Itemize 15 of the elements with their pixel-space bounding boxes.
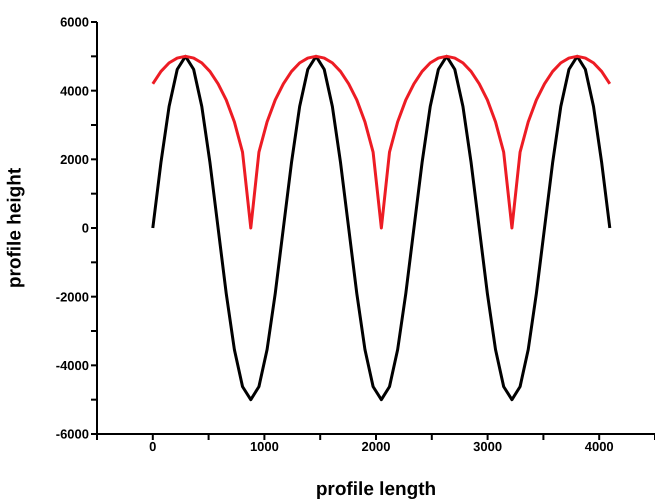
x-tick-label: 4000 [584,439,614,454]
y-tick-label: 6000 [60,14,89,30]
y-tick-label: 4000 [60,83,89,98]
y-axis-title: profile height [4,167,26,288]
y-tick-label: -2000 [56,289,89,304]
y-tick-label: -4000 [56,358,89,373]
x-tick-label: 3000 [473,439,502,454]
line-series [151,54,612,230]
y-tick-label: -6000 [56,426,89,442]
x-tick-label: 1000 [250,439,279,454]
y-tick-label: 2000 [60,152,89,167]
x-tick-label: 2000 [362,439,390,454]
x-tick-label: 0 [149,439,156,454]
y-tick-label: 0 [82,220,89,236]
x-axis-title: profile length [316,479,436,500]
